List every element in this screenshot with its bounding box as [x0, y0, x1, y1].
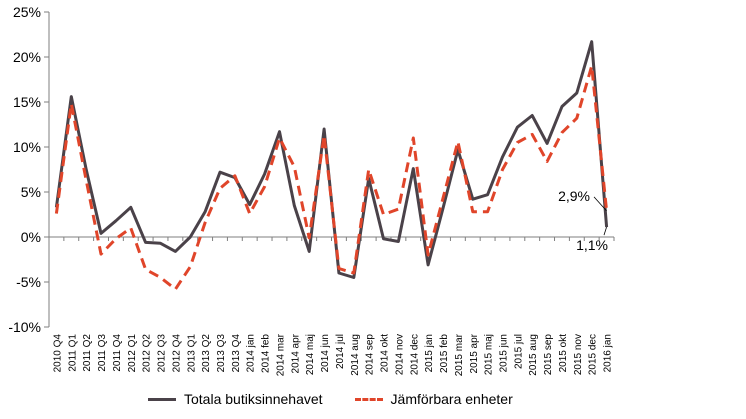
x-tick-label: 2014 nov — [394, 334, 405, 375]
x-tick-label: 2015 aug — [528, 334, 539, 376]
x-tick-label: 2013 Q3 — [216, 334, 227, 373]
legend-label: Jämförbara enheter — [390, 391, 513, 407]
x-tick-label: 2011 Q3 — [97, 334, 108, 372]
y-tick-label: 10% — [13, 139, 41, 155]
annotation-layer: 2,9% 1,1% — [558, 188, 608, 253]
x-tick-label: 2014 mar — [275, 333, 286, 376]
x-tick-label: 2015 jun — [498, 334, 509, 372]
x-tick-label: 2014 feb — [261, 334, 272, 373]
x-axis: 2010 Q4 2011 Q1 2011 Q2 2011 Q3 2011 Q4 2012 … — [48, 236, 615, 376]
legend: Totala butiksinnehavet Jämförbara enhete… — [0, 388, 746, 410]
x-tick-label: 2011 Q4 — [112, 334, 123, 372]
y-tick-label: 20% — [13, 49, 41, 65]
x-tick-label: 2011 Q1 — [67, 334, 78, 372]
series-line-jamforbara — [54, 64, 609, 291]
legend-swatch-solid — [148, 397, 176, 401]
x-tick-label: 2011 Q2 — [82, 334, 93, 372]
x-tick-label: 2014 sep — [365, 334, 376, 376]
y-tick-label: -5% — [16, 274, 41, 290]
y-tick-label: 15% — [13, 94, 41, 110]
x-tick-label: 2012 Q3 — [157, 334, 168, 373]
x-tick-label: 2014 dec — [409, 334, 420, 375]
x-tick-label: 2014 jun — [320, 334, 331, 372]
x-tick-label: 2012 Q1 — [127, 334, 138, 373]
x-tick-label: 2014 maj — [305, 334, 316, 375]
annotation-leader — [603, 226, 607, 236]
x-tick-label: 2014 jan — [246, 334, 257, 372]
x-tick-label: 2014 aug — [350, 334, 361, 376]
x-tick-label: 2015 jan — [424, 334, 435, 372]
annotation-label: 1,1% — [576, 237, 608, 253]
x-tick-label: 2010 Q4 — [52, 334, 63, 373]
series-line-totala — [54, 40, 609, 279]
x-tick-label: 2014 okt — [380, 334, 391, 373]
legend-item-totala: Totala butiksinnehavet — [148, 391, 323, 407]
x-tick-label: 2015 apr — [469, 333, 480, 373]
x-tick-label: 2013 Q1 — [186, 334, 197, 373]
x-tick-label: 2014 jul — [335, 334, 346, 369]
series-layer — [54, 40, 609, 291]
y-tick-label: 25% — [13, 4, 41, 20]
x-tick-label: 2015 dec — [588, 334, 599, 375]
x-tick-label: 2015 okt — [558, 334, 569, 373]
x-tick-label: 2015 mar — [454, 333, 465, 376]
x-tick-label: 2015 feb — [439, 334, 450, 373]
x-tick-label: 2012 Q2 — [142, 334, 153, 373]
x-tick-label: 2012 Q4 — [171, 334, 182, 373]
annotation-label: 2,9% — [558, 188, 590, 204]
x-tick-label: 2015 nov — [573, 334, 584, 375]
x-tick-label: 2015 maj — [484, 334, 495, 375]
legend-item-jamforbara: Jämförbara enheter — [354, 391, 513, 407]
x-tick-label: 2014 apr — [290, 333, 301, 373]
y-tick-label: -10% — [8, 319, 41, 335]
y-tick-label: 5% — [21, 184, 41, 200]
legend-label: Totala butiksinnehavet — [184, 391, 323, 407]
x-tick-label: 2013 Q2 — [201, 334, 212, 373]
y-tick-label: 0% — [21, 229, 41, 245]
x-tick-label: 2015 sep — [543, 334, 554, 376]
x-tick-label: 2013 Q4 — [231, 334, 242, 373]
x-tick-label: 2015 jul — [513, 334, 524, 369]
x-tick-label: 2016 jan — [603, 334, 614, 372]
legend-swatch-dashed — [354, 397, 383, 401]
y-axis: -10% -5% 0% 5% 10% 15% 20% 25% — [8, 4, 50, 335]
annotation-leader — [593, 196, 607, 212]
